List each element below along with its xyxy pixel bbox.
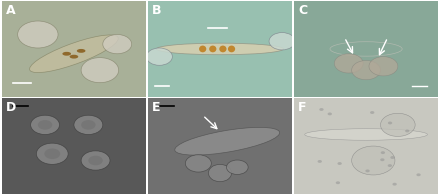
Circle shape — [318, 160, 322, 163]
Text: A: A — [6, 4, 16, 17]
Circle shape — [405, 129, 410, 132]
Ellipse shape — [185, 155, 211, 172]
Ellipse shape — [44, 148, 60, 159]
Circle shape — [370, 111, 374, 114]
Circle shape — [81, 58, 119, 83]
Circle shape — [337, 162, 342, 165]
Circle shape — [388, 164, 392, 167]
Circle shape — [381, 151, 385, 154]
Circle shape — [336, 181, 340, 184]
Ellipse shape — [81, 120, 95, 130]
Ellipse shape — [199, 46, 206, 52]
Circle shape — [416, 173, 421, 176]
Circle shape — [319, 108, 323, 111]
Ellipse shape — [227, 160, 248, 175]
Circle shape — [380, 158, 385, 161]
Ellipse shape — [305, 129, 427, 140]
Ellipse shape — [31, 115, 59, 135]
Ellipse shape — [209, 164, 231, 182]
Circle shape — [388, 121, 392, 124]
Ellipse shape — [219, 46, 227, 52]
Ellipse shape — [62, 52, 71, 56]
Text: E: E — [152, 101, 161, 114]
Circle shape — [390, 156, 395, 159]
Ellipse shape — [88, 156, 103, 165]
Circle shape — [365, 169, 370, 172]
Ellipse shape — [37, 143, 68, 164]
Ellipse shape — [209, 46, 216, 52]
Ellipse shape — [29, 35, 118, 73]
Circle shape — [103, 35, 132, 54]
Circle shape — [334, 54, 363, 73]
Circle shape — [352, 60, 381, 80]
Ellipse shape — [175, 127, 280, 155]
Text: C: C — [298, 4, 308, 17]
Ellipse shape — [228, 46, 235, 52]
Ellipse shape — [157, 43, 283, 55]
Ellipse shape — [77, 49, 85, 53]
Circle shape — [18, 21, 58, 48]
Ellipse shape — [70, 55, 78, 58]
Circle shape — [147, 48, 172, 65]
Ellipse shape — [81, 151, 110, 170]
Text: D: D — [6, 101, 16, 114]
Text: B: B — [152, 4, 161, 17]
Circle shape — [328, 113, 332, 115]
Circle shape — [269, 33, 295, 50]
Ellipse shape — [74, 115, 103, 135]
Text: F: F — [298, 101, 307, 114]
Ellipse shape — [38, 120, 52, 130]
Circle shape — [352, 146, 395, 175]
Circle shape — [369, 57, 398, 76]
Circle shape — [381, 113, 415, 136]
Circle shape — [392, 183, 397, 186]
